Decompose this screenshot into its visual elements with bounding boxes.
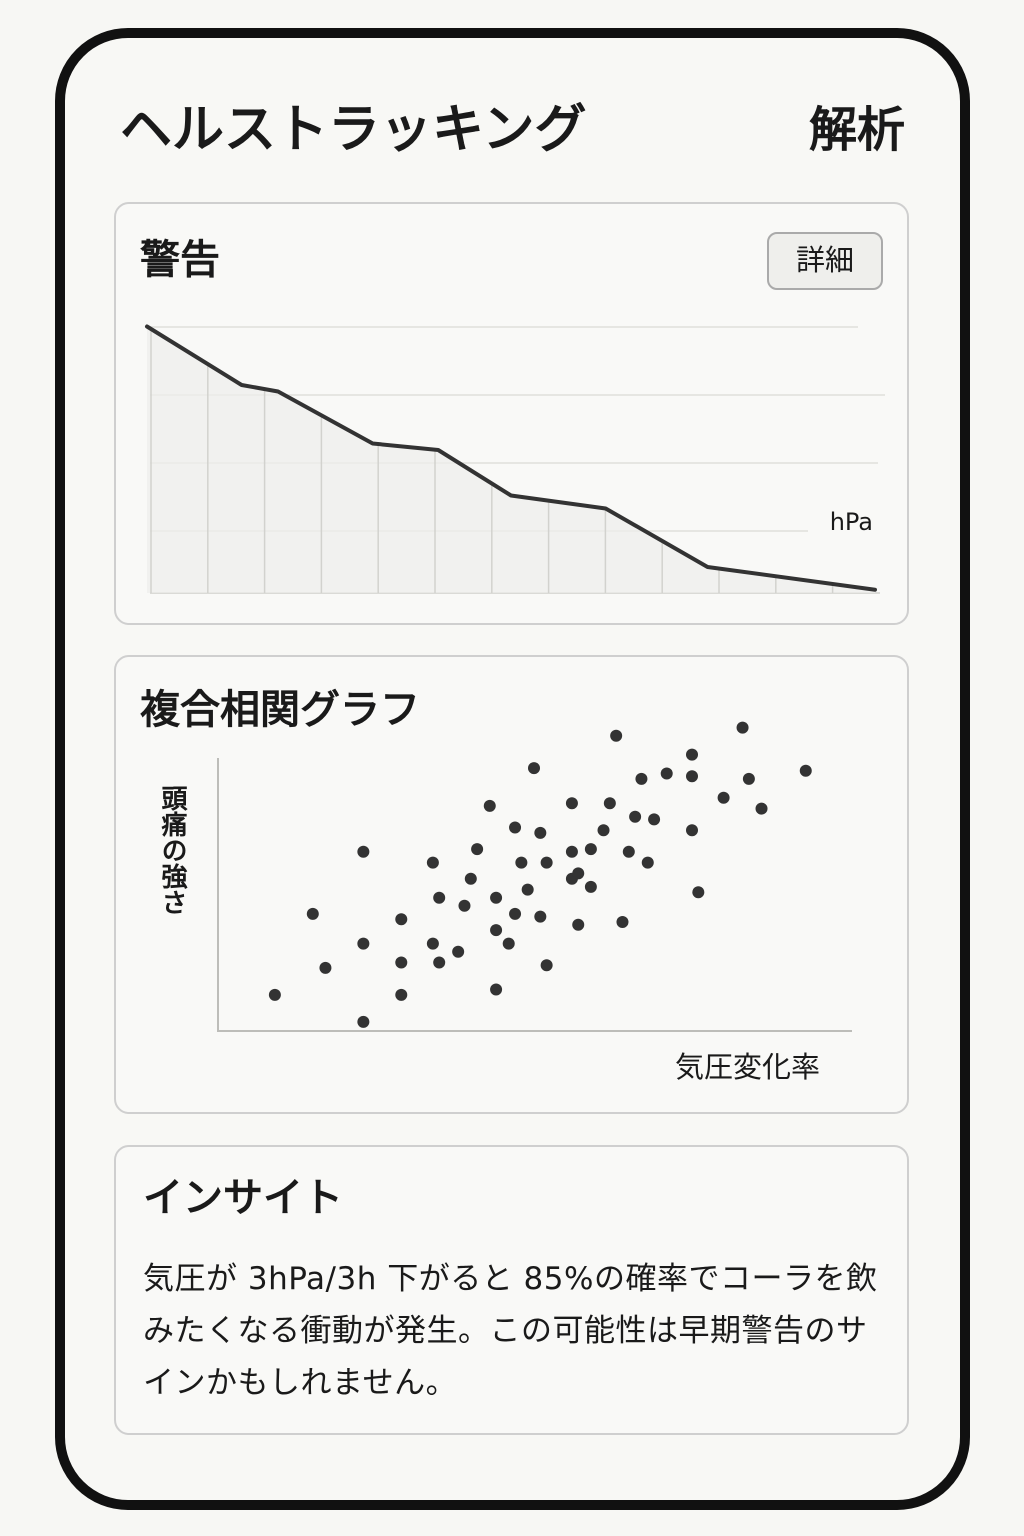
scatter-point <box>534 910 547 923</box>
scatter-point <box>433 891 446 904</box>
app-title: ヘルストラッキング <box>120 100 586 160</box>
scatter-point <box>395 988 408 1001</box>
insight-text: 気圧が 3hPa/3h 下がると 85%の確率でコーラを飲みたくなる衝動が発生。… <box>143 1261 878 1401</box>
scatter-point <box>660 767 673 780</box>
scatter-point <box>395 956 408 969</box>
scatter-point <box>357 1015 370 1028</box>
scatter-point <box>490 891 503 904</box>
scatter-point <box>319 961 332 974</box>
scatter-point <box>471 843 484 856</box>
scatter-point <box>528 762 540 775</box>
scatter-point <box>686 824 698 837</box>
scatter-point <box>395 913 408 926</box>
scatter-point <box>540 959 553 972</box>
scatter-point <box>635 772 648 785</box>
insight-card <box>114 1145 909 1435</box>
scatter-point <box>357 845 370 858</box>
area <box>147 326 875 593</box>
scatter-point <box>565 845 578 858</box>
scatter-point <box>515 856 528 869</box>
scatter-point <box>648 813 661 826</box>
scatter-point <box>534 826 547 839</box>
scatter-point <box>603 797 616 810</box>
scatter-point <box>755 802 768 815</box>
card-title: インサイト <box>143 1175 343 1221</box>
scatter-point <box>572 918 585 931</box>
analyze-link[interactable]: 解析 <box>809 102 905 158</box>
card-title: 警告 <box>140 237 220 283</box>
scatter-point <box>483 799 496 812</box>
scatter-point <box>509 821 522 834</box>
correlation-card <box>114 655 909 1114</box>
scatter-point <box>629 810 642 823</box>
scatter-point <box>502 937 515 950</box>
scatter-point <box>736 721 749 734</box>
scatter-point <box>584 843 597 856</box>
scatter-point <box>433 956 446 969</box>
scatter-point <box>464 872 477 885</box>
scatter-point <box>622 845 635 858</box>
scatter-point <box>597 824 610 837</box>
line <box>145 324 877 592</box>
scatter-point <box>426 856 439 869</box>
unit-annotation: hPa <box>830 508 873 536</box>
button-label[interactable]: 詳細 <box>796 243 854 277</box>
scatter-point <box>452 945 465 958</box>
scatter-point <box>490 983 503 996</box>
scatter-point <box>572 867 585 880</box>
scatter-point <box>306 907 319 920</box>
scatter-point <box>540 856 553 869</box>
x-axis-label: 気圧変化率 <box>675 1050 820 1084</box>
scatter-point <box>610 729 623 742</box>
y-axis-label: 頭痛の強さ <box>157 785 187 915</box>
details-button[interactable] <box>767 232 883 290</box>
scatter-point <box>268 988 281 1001</box>
scatter-point <box>357 937 370 950</box>
scatter-point <box>686 748 698 761</box>
scatter-point <box>641 856 654 869</box>
scatter-point <box>686 770 698 783</box>
scatter-point <box>692 886 705 899</box>
scatter-point <box>616 916 629 928</box>
scatter-point <box>458 899 471 912</box>
scatter-point <box>426 937 439 950</box>
scatter-point <box>717 791 730 804</box>
scatter-point <box>742 772 755 785</box>
scatter-point <box>509 907 522 920</box>
scatter-point <box>584 880 597 893</box>
card-title: 複合相関グラフ <box>140 687 420 733</box>
scatter-point <box>521 883 534 896</box>
scatter-point <box>565 797 578 810</box>
scatter-point <box>799 764 812 777</box>
scatter-point <box>490 924 503 937</box>
